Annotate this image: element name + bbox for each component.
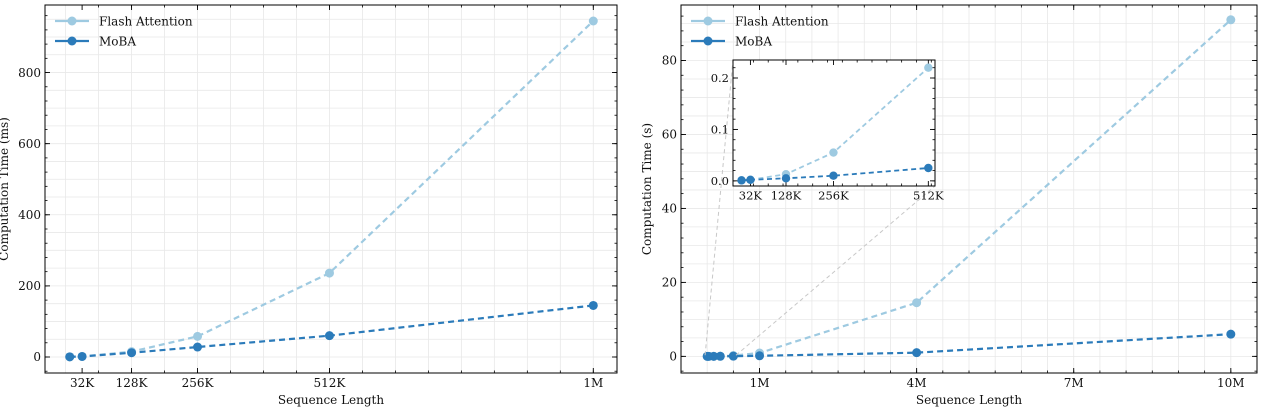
right-chart-legend-marker-0 <box>703 16 713 26</box>
inset-chart-y-tick-label: 0.1 <box>711 122 729 136</box>
left-chart-series-line-1 <box>69 304 594 358</box>
left-chart-series-point-1 <box>127 348 137 358</box>
right-chart-legend-label-1: MoBA <box>735 35 772 49</box>
left-chart-x-tick-label: 512K <box>314 376 347 390</box>
left-chart-series-point-0 <box>193 331 203 341</box>
left-chart-legend-marker-0 <box>67 16 77 26</box>
inset-chart-series-point-1 <box>737 176 746 185</box>
left-chart-y-tick-label: 200 <box>18 279 41 293</box>
right-chart-y-axis-label: Computation Time (s) <box>640 123 654 255</box>
right-chart-series-point-0 <box>912 298 922 308</box>
right-chart-legend: Flash Attention MoBA <box>691 15 829 49</box>
right-chart-series-point-1 <box>1226 329 1236 339</box>
inset-connector-lines <box>704 59 936 356</box>
left-chart-series-group <box>65 16 598 362</box>
left-chart-y-tick-label: 800 <box>18 66 41 80</box>
right-chart-y-tick-label: 20 <box>662 276 677 290</box>
inset-chart-x-tick-label: 128K <box>771 189 802 203</box>
right-chart-series-point-1 <box>728 351 738 361</box>
left-chart-series-point-1 <box>193 342 203 352</box>
right-chart-x-tick-label: 10M <box>1217 376 1245 390</box>
left-chart-frame <box>44 4 618 374</box>
right-chart-x-tick-label: 7M <box>1064 376 1084 390</box>
left-chart-y-axis-label: Computation Time (ms) <box>0 117 11 261</box>
inset-chart-series-point-0 <box>829 148 838 157</box>
right-chart-y-tick-label: 60 <box>662 128 677 142</box>
inset-connector-line <box>704 59 734 356</box>
left-chart-x-tick-label: 128K <box>116 376 149 390</box>
inset-chart-series-point-1 <box>829 171 838 180</box>
right-chart-series-point-1 <box>709 351 719 361</box>
inset-chart-x-tick-label: 32K <box>739 189 763 203</box>
inset-chart-frame <box>732 59 936 187</box>
inset-chart-background <box>733 60 935 186</box>
right-chart-series-point-1 <box>912 348 922 358</box>
left-chart: 32K 128K 256K 512K 1M 0 200 400 600 800 Sequence L… <box>0 4 618 407</box>
left-chart-legend-label-1: MoBA <box>99 35 136 49</box>
right-chart-legend-label-0: Flash Attention <box>735 15 829 29</box>
right-chart-frame <box>680 4 1258 374</box>
left-chart-series-point-1 <box>588 300 598 310</box>
right-chart-series-point-1 <box>755 351 765 361</box>
left-chart-x-tick-label: 256K <box>182 376 215 390</box>
inset-chart: 32K 128K 256K 512K 0.0 0.1 0.2 <box>711 59 944 203</box>
left-chart-legend: Flash Attention MoBA <box>55 15 193 49</box>
right-chart-x-axis-label: Sequence Length <box>916 393 1023 407</box>
right-chart-series-point-0 <box>1226 15 1236 25</box>
right-chart: 1M 4M 7M 10M 0 20 40 60 80 Sequence Length Computa… <box>640 4 1258 407</box>
left-chart-legend-label-0: Flash Attention <box>99 15 193 29</box>
left-chart-x-axis-label: Sequence Length <box>278 393 385 407</box>
right-chart-y-tick-label: 40 <box>662 202 677 216</box>
left-chart-x-tick-label: 32K <box>70 376 95 390</box>
left-chart-y-tick-label: 0 <box>33 350 41 364</box>
right-chart-x-tick-label: 4M <box>907 376 927 390</box>
inset-chart-y-tick-label: 0.0 <box>711 174 729 188</box>
inset-chart-series-point-0 <box>924 63 933 72</box>
right-chart-series-point-1 <box>715 351 725 361</box>
left-chart-y-tick-label: 400 <box>18 208 41 222</box>
left-chart-x-tick-label: 1M <box>583 376 603 390</box>
inset-chart-series-point-1 <box>781 174 791 183</box>
right-chart-x-tick-label: 1M <box>750 376 770 390</box>
left-chart-grid <box>45 5 617 373</box>
inset-chart-series-group <box>737 63 933 185</box>
left-chart-series-point-1 <box>65 352 75 362</box>
inset-chart-y-tick-label: 0.2 <box>711 71 729 85</box>
right-chart-legend-marker-1 <box>703 36 713 46</box>
left-chart-y-tick-label: 600 <box>18 137 41 151</box>
inset-chart-series-point-1 <box>746 175 755 185</box>
left-chart-series-point-0 <box>588 16 598 26</box>
inset-chart-x-tick-label: 256K <box>818 189 849 203</box>
inset-connector-line <box>735 185 936 356</box>
left-chart-series-point-1 <box>324 331 334 341</box>
inset-chart-series-point-1 <box>924 163 933 173</box>
right-chart-y-tick-label: 0 <box>669 350 677 364</box>
left-chart-series-line-0 <box>69 20 595 358</box>
right-chart-series-group <box>702 15 1236 361</box>
left-chart-legend-marker-1 <box>67 36 77 46</box>
left-chart-series-point-0 <box>324 268 334 278</box>
right-chart-y-tick-label: 80 <box>662 54 677 68</box>
left-chart-series-point-1 <box>77 351 87 361</box>
inset-chart-x-tick-label: 512K <box>913 189 944 203</box>
